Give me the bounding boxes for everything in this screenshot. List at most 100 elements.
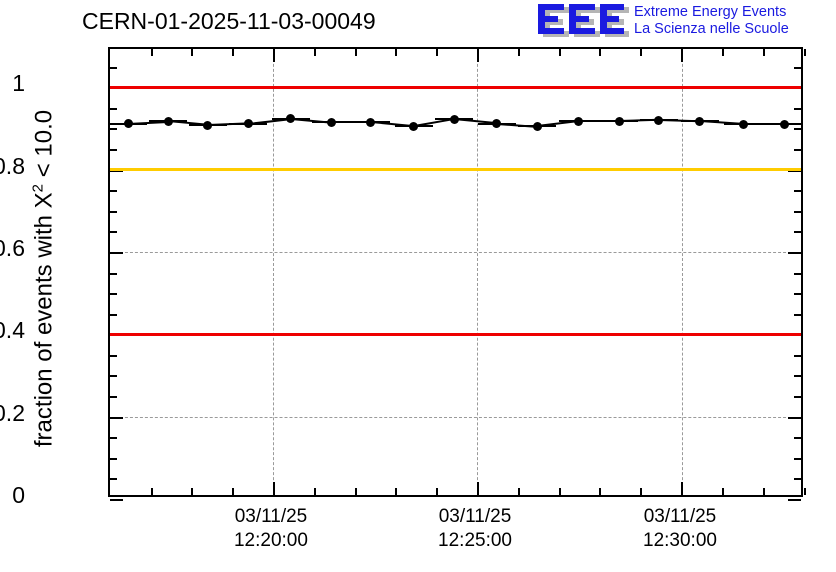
y-axis-tick-right xyxy=(788,251,801,254)
x-axis-tick-top xyxy=(681,49,684,62)
x-axis-tick-top xyxy=(640,49,643,56)
x-axis-tick xyxy=(640,488,643,495)
data-point[interactable] xyxy=(779,119,789,129)
x-axis-tick-top xyxy=(313,49,316,56)
eee-logo-line2: La Scienza nelle Scuole xyxy=(634,21,789,37)
series-line-segment xyxy=(207,122,249,127)
y-axis-tick xyxy=(110,149,117,152)
x-axis-tick xyxy=(762,488,765,495)
y-axis-tick xyxy=(110,396,117,399)
x-axis-tick-top xyxy=(232,49,235,56)
data-point[interactable] xyxy=(695,116,705,126)
y-axis-tick xyxy=(110,231,117,234)
y-axis-tick xyxy=(110,107,117,110)
x-axis-tick-label: 03/11/25 12:30:00 xyxy=(610,505,750,553)
data-point[interactable] xyxy=(654,115,664,125)
reference-line-upper-red-limit xyxy=(110,85,801,89)
y-axis-tick xyxy=(110,272,117,275)
x-axis-tick-top xyxy=(436,49,439,56)
data-point[interactable] xyxy=(366,117,376,127)
y-axis-tick-right xyxy=(788,499,801,501)
data-point[interactable] xyxy=(123,119,133,129)
y-axis-tick xyxy=(110,210,117,213)
y-axis-tick-label: 0 xyxy=(12,482,25,508)
x-axis-tick-label-date: 03/11/25 xyxy=(438,506,512,527)
y-axis-tick-right xyxy=(794,396,801,399)
series-line-segment xyxy=(331,121,371,124)
y-axis-tick-label: 0.6 xyxy=(0,234,25,261)
y-axis-tick-right xyxy=(794,375,801,378)
y-axis-tick-right xyxy=(794,437,801,440)
data-point[interactable] xyxy=(573,116,583,126)
x-axis-tick xyxy=(191,488,194,495)
data-point[interactable] xyxy=(326,117,336,127)
y-axis-tick xyxy=(110,375,117,378)
x-axis-tick-top xyxy=(599,49,602,56)
page-title: CERN-01-2025-11-03-00049 xyxy=(82,8,376,34)
x-axis-tick-label-date: 03/11/25 xyxy=(234,506,308,527)
series-line-segment xyxy=(496,122,537,128)
y-axis-tick xyxy=(110,437,117,440)
data-point[interactable] xyxy=(203,120,213,130)
y-axis-tick-label: 0.2 xyxy=(0,399,25,426)
data-point[interactable] xyxy=(449,114,459,124)
y-axis-tick xyxy=(110,251,123,254)
y-axis-tick-right xyxy=(794,354,801,357)
x-axis-tick-top xyxy=(150,49,153,56)
reference-line-yellow-warn-limit xyxy=(110,168,801,172)
data-point[interactable] xyxy=(163,116,173,126)
x-axis-tick xyxy=(721,488,724,495)
series-line-segment xyxy=(248,117,292,125)
y-axis-tick xyxy=(110,499,123,501)
y-axis-tick xyxy=(110,66,117,69)
reference-line-lower-red-limit xyxy=(110,332,801,336)
series-line-segment xyxy=(578,120,619,123)
series-line-segment xyxy=(128,120,169,125)
y-axis-tick-right xyxy=(794,66,801,69)
data-point[interactable] xyxy=(738,119,748,129)
y-axis-tick-right xyxy=(794,210,801,213)
data-point[interactable] xyxy=(492,119,502,129)
x-axis-tick xyxy=(272,482,275,495)
y-axis-tick-right xyxy=(794,272,801,275)
y-axis-tick-right xyxy=(794,313,801,316)
eee-logo-text: Extreme Energy Events La Scienza nelle S… xyxy=(634,4,834,38)
x-axis-tick-top xyxy=(517,49,520,56)
y-axis-tick-right xyxy=(794,457,801,460)
x-axis-tick-label: 03/11/25 12:25:00 xyxy=(405,505,545,553)
series-line-segment xyxy=(743,123,784,126)
data-point[interactable] xyxy=(409,121,419,131)
y-axis-tick-right xyxy=(794,149,801,152)
y-axis-tick xyxy=(110,293,117,296)
x-axis-tick-label-time: 12:30:00 xyxy=(643,530,717,551)
data-point[interactable] xyxy=(614,116,624,126)
x-axis-tick xyxy=(599,488,602,495)
y-axis-tick xyxy=(110,457,117,460)
series-line-segment xyxy=(658,119,700,123)
x-axis-tick-label-date: 03/11/25 xyxy=(643,506,717,527)
data-point[interactable] xyxy=(286,114,296,124)
data-point[interactable] xyxy=(243,119,253,129)
x-axis-tick-top xyxy=(803,49,806,56)
x-axis-tick-top xyxy=(762,49,765,56)
y-axis-tick-right xyxy=(794,190,801,193)
x-axis-tick-top xyxy=(395,49,398,56)
data-series xyxy=(109,49,803,495)
y-axis-tick-right xyxy=(794,107,801,110)
y-axis-tick-right xyxy=(794,293,801,296)
series-line-segment xyxy=(453,118,497,125)
x-axis-tick xyxy=(150,488,153,495)
x-axis-tick xyxy=(477,482,480,495)
series-line-segment xyxy=(370,121,414,128)
data-point[interactable] xyxy=(532,121,542,131)
x-axis-tick xyxy=(313,488,316,495)
x-axis-tick xyxy=(436,488,439,495)
y-axis-tick xyxy=(110,313,117,316)
series-line-segment xyxy=(290,117,331,124)
x-axis-tick-top xyxy=(191,49,194,56)
y-axis-tick-right xyxy=(794,478,801,481)
y-axis-tick xyxy=(110,478,117,481)
x-axis-tick-top xyxy=(477,49,480,62)
y-axis-label-exponent: 2 xyxy=(29,183,47,193)
